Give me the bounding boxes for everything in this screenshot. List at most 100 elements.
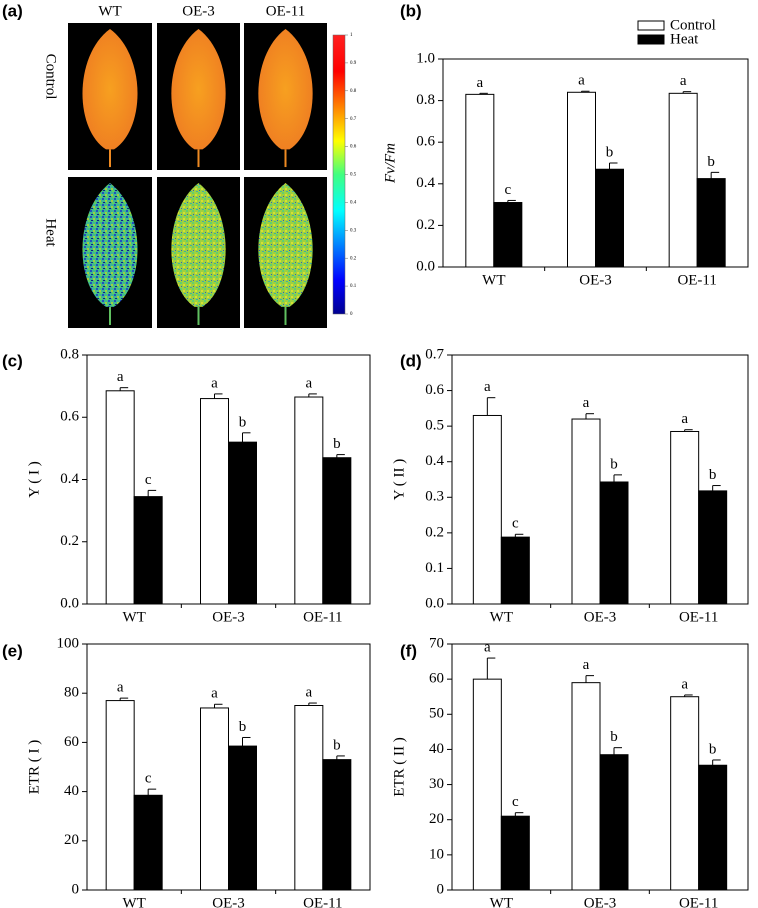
panel-label: (d) xyxy=(400,351,422,370)
bar xyxy=(493,202,523,268)
y-tick-label: 80 xyxy=(64,685,79,701)
bar xyxy=(696,178,726,268)
colorbar-tick-label: 0.4 xyxy=(350,201,357,206)
x-tick-label: OE-11 xyxy=(679,895,718,908)
significance-letter: c xyxy=(145,472,152,488)
y-tick-label: 0.4 xyxy=(416,175,435,191)
y-tick-label: 60 xyxy=(64,734,79,750)
y-axis-label: Y ( I ) xyxy=(26,461,42,498)
leaf xyxy=(171,183,226,307)
y-tick-label: 60 xyxy=(429,671,444,687)
bar xyxy=(500,815,530,891)
y-tick-label: 0.2 xyxy=(425,524,444,540)
leaf xyxy=(82,29,138,150)
significance-letter: c xyxy=(504,182,511,198)
column-label: OE-11 xyxy=(266,3,305,19)
bar xyxy=(698,764,728,891)
y-tick-label: 20 xyxy=(429,811,444,827)
x-tick-label: OE-11 xyxy=(303,895,342,908)
x-tick-label: OE-11 xyxy=(679,609,718,625)
significance-letter: c xyxy=(512,794,519,810)
x-tick-label: WT xyxy=(123,609,146,625)
colorbar-tick-label: 0 xyxy=(350,312,353,317)
bar xyxy=(500,536,530,605)
significance-letter: b xyxy=(239,414,247,430)
significance-letter: a xyxy=(484,639,491,655)
colorbar-tick-label: 0.1 xyxy=(350,284,357,289)
bar xyxy=(668,92,698,268)
colorbar-tick-label: 0.5 xyxy=(350,173,357,178)
y-tick-label: 0.2 xyxy=(416,217,435,233)
panel-label: (e) xyxy=(2,641,23,660)
row-label: Heat xyxy=(43,218,59,247)
bar xyxy=(294,705,324,891)
significance-letter: a xyxy=(117,680,124,696)
bar xyxy=(105,700,135,891)
y-tick-label: 0.4 xyxy=(425,453,444,469)
y-tick-label: 0.8 xyxy=(416,92,435,108)
bar xyxy=(670,696,700,891)
y-tick-label: 0.4 xyxy=(60,471,79,487)
x-tick-label: OE-11 xyxy=(303,609,342,625)
colorbar-tick-label: 1 xyxy=(350,33,353,38)
y-tick-label: 100 xyxy=(57,635,80,651)
y-tick-label: 0 xyxy=(72,881,80,897)
y-axis-label: ETR ( II ) xyxy=(391,737,407,797)
significance-letter: a xyxy=(305,684,312,700)
x-tick-label: WT xyxy=(482,272,505,288)
bar xyxy=(472,414,502,605)
x-tick-label: WT xyxy=(490,895,513,908)
significance-letter: b xyxy=(333,436,341,452)
y-tick-label: 10 xyxy=(429,846,444,862)
bar xyxy=(698,490,728,605)
y-tick-label: 0.1 xyxy=(425,560,444,576)
y-tick-label: 0.6 xyxy=(416,134,435,150)
significance-letter: a xyxy=(681,411,688,427)
y-axis-label: ETR ( I ) xyxy=(26,740,42,795)
bar xyxy=(133,496,163,605)
bar xyxy=(322,457,352,605)
significance-letter: b xyxy=(610,456,618,472)
significance-letter: a xyxy=(117,369,124,385)
x-tick-label: OE-3 xyxy=(212,609,245,625)
colorbar-tick-label: 0.7 xyxy=(350,117,357,122)
significance-letter: a xyxy=(681,676,688,692)
y-axis-label: Y ( II ) xyxy=(391,459,407,501)
bar xyxy=(599,481,629,605)
bar xyxy=(294,396,324,605)
bar xyxy=(200,398,229,605)
y-tick-label: 0.0 xyxy=(60,595,79,611)
colorbar xyxy=(332,34,346,315)
y-axis-label: Fv/Fm xyxy=(382,143,398,184)
x-tick-label: OE-3 xyxy=(584,895,617,908)
panel-label: (a) xyxy=(2,1,23,20)
bar xyxy=(465,93,495,268)
colorbar-tick-label: 0.8 xyxy=(350,89,357,94)
bar xyxy=(599,754,629,891)
y-tick-label: 0.8 xyxy=(60,346,79,362)
legend-swatch xyxy=(637,34,665,45)
bar xyxy=(595,168,624,268)
leaf xyxy=(82,183,138,307)
significance-letter: a xyxy=(476,75,483,91)
y-tick-label: 0.2 xyxy=(60,533,79,549)
colorbar-tick-label: 0.3 xyxy=(350,228,357,233)
y-tick-label: 0.3 xyxy=(425,489,444,505)
colorbar-tick-label: 0.9 xyxy=(350,61,357,66)
x-tick-label: WT xyxy=(490,609,513,625)
colorbar-tick-label: 0.6 xyxy=(350,145,357,150)
bar xyxy=(670,430,700,605)
significance-letter: b xyxy=(606,144,614,160)
y-tick-label: 0.0 xyxy=(425,595,444,611)
bar xyxy=(322,759,352,891)
bar xyxy=(200,707,229,891)
y-tick-label: 30 xyxy=(429,776,444,792)
bar xyxy=(571,682,601,891)
leaf xyxy=(258,183,313,307)
y-tick-label: 40 xyxy=(429,741,444,757)
bar xyxy=(228,441,257,605)
bar xyxy=(567,91,596,268)
bar xyxy=(228,745,257,891)
legend-label: Heat xyxy=(670,31,699,47)
